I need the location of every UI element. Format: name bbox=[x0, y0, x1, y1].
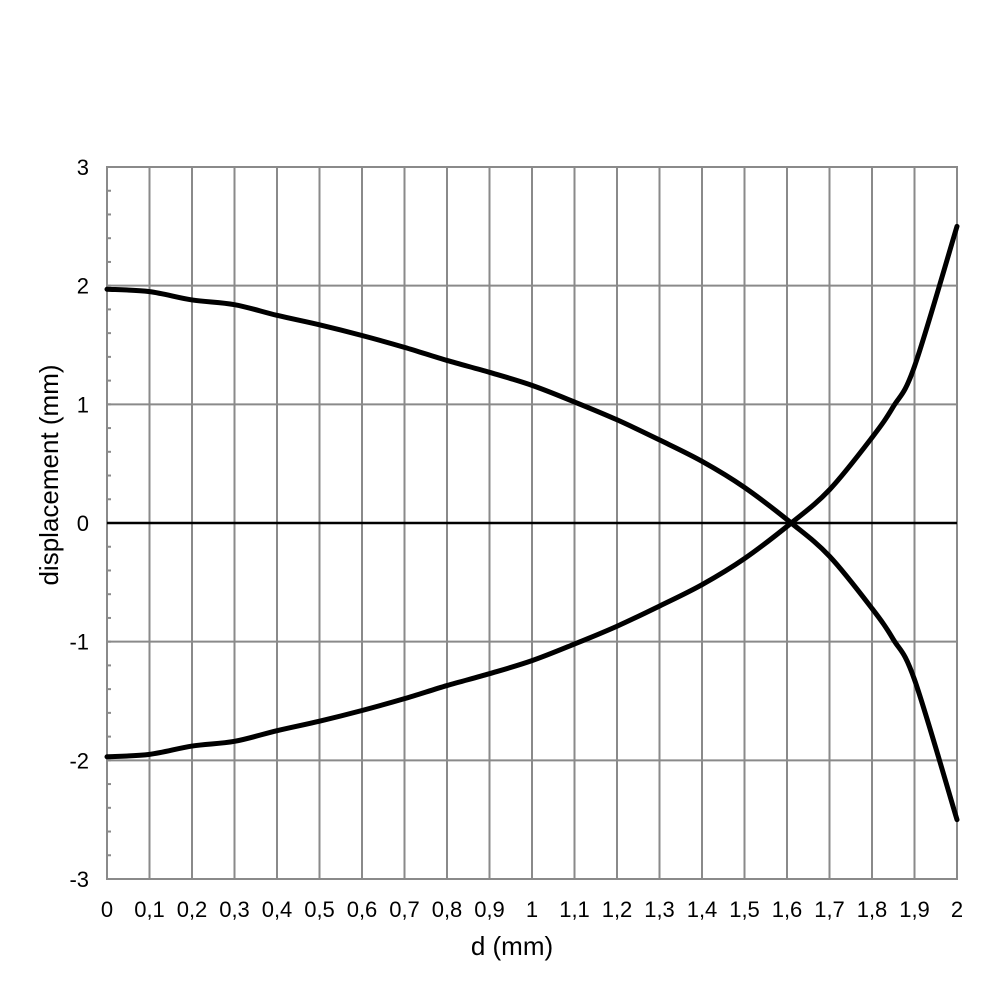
y-tick-labels: -3 -2 -1 0 1 2 3 bbox=[69, 155, 89, 892]
y-tick-label: -1 bbox=[69, 630, 89, 655]
x-tick-label: 0,8 bbox=[432, 897, 463, 922]
x-tick-label: 0,6 bbox=[347, 897, 378, 922]
x-tick-label: 0,5 bbox=[304, 897, 335, 922]
x-tick-label: 1,9 bbox=[899, 897, 930, 922]
x-tick-label: 2 bbox=[951, 897, 963, 922]
x-tick-label: 1 bbox=[526, 897, 538, 922]
series-lines bbox=[104, 223, 960, 823]
x-tick-label: 1,1 bbox=[559, 897, 590, 922]
x-tick-label: 1,8 bbox=[857, 897, 888, 922]
y-tick-label: 2 bbox=[77, 274, 89, 299]
series-line-1 bbox=[104, 286, 960, 823]
y-tick-label: -3 bbox=[69, 867, 89, 892]
x-tick-label: 0,2 bbox=[177, 897, 208, 922]
x-tick-label: 0,9 bbox=[474, 897, 505, 922]
x-tick-label: 1,3 bbox=[644, 897, 675, 922]
x-tick-label: 1,6 bbox=[772, 897, 803, 922]
y-tick-label: 1 bbox=[77, 392, 89, 417]
x-tick-label: 1,2 bbox=[602, 897, 633, 922]
x-tick-label: 0 bbox=[101, 897, 113, 922]
series-line-2 bbox=[104, 223, 960, 760]
x-tick-label: 1,7 bbox=[814, 897, 845, 922]
x-tick-label: 1,5 bbox=[729, 897, 760, 922]
y-tick-label: -2 bbox=[69, 748, 89, 773]
x-tick-label: 0,3 bbox=[219, 897, 250, 922]
x-tick-label: 1,4 bbox=[687, 897, 718, 922]
x-tick-label: 0,1 bbox=[134, 897, 165, 922]
y-tick-label: 0 bbox=[77, 511, 89, 536]
y-tick-label: 3 bbox=[77, 155, 89, 180]
x-tick-label: 0,7 bbox=[389, 897, 420, 922]
x-tick-labels: 0 0,1 0,2 0,3 0,4 0,5 0,6 0,7 0,8 0,9 1 1,1 1,2 1,3 1,… bbox=[101, 897, 963, 922]
x-axis-title: d (mm) bbox=[471, 931, 553, 961]
y-axis-title: displacement (mm) bbox=[34, 364, 64, 585]
x-tick-label: 0,4 bbox=[262, 897, 293, 922]
